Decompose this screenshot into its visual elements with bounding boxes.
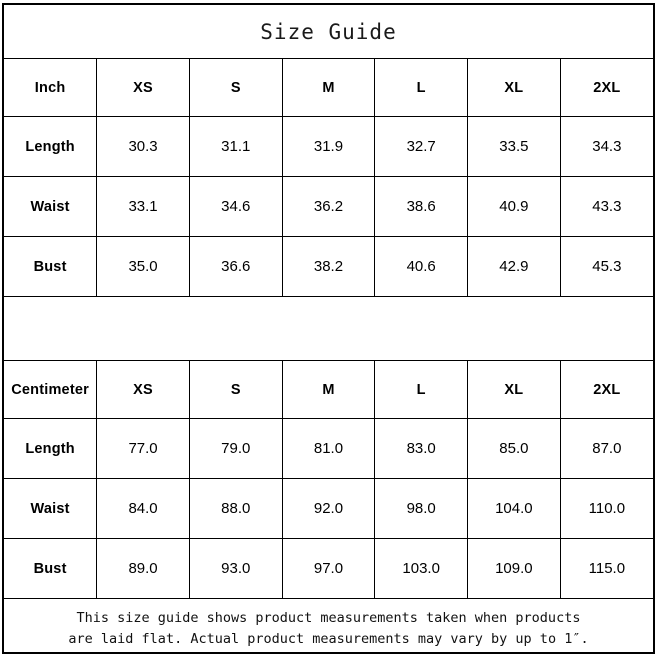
inch-waist-s: 34.6 <box>188 176 283 237</box>
inch-length-xs: 30.3 <box>96 116 190 177</box>
inch-bust-xs: 35.0 <box>96 236 190 297</box>
inch-length-s: 31.1 <box>188 116 283 177</box>
centimeter-size-header-xs: XS <box>96 360 190 419</box>
inch-unit-header: Inch <box>4 58 98 117</box>
footer-row: This size guide shows product measuremen… <box>4 598 653 658</box>
centimeter-bust-m: 97.0 <box>281 538 376 599</box>
table-row: Bust 89.0 93.0 97.0 103.0 109.0 115.0 <box>4 538 653 599</box>
centimeter-size-header-s: S <box>188 360 283 419</box>
inch-row-label-waist: Waist <box>4 176 98 237</box>
centimeter-waist-m: 92.0 <box>281 478 376 539</box>
centimeter-unit-header: Centimeter <box>4 360 98 419</box>
inch-waist-l: 38.6 <box>374 176 469 237</box>
table-row: Length 30.3 31.1 31.9 32.7 33.5 34.3 <box>4 116 653 177</box>
centimeter-row-label-bust: Bust <box>4 538 98 599</box>
centimeter-header-row: Centimeter XS S M L XL 2XL <box>4 360 653 419</box>
size-guide-panel: Size Guide Inch XS S M L XL 2XL Length 3… <box>2 3 655 658</box>
centimeter-bust-l: 103.0 <box>374 538 469 599</box>
inch-row-label-length: Length <box>4 116 98 177</box>
footer-note-line-2: are laid flat. Actual product measuremen… <box>68 630 589 647</box>
inch-bust-s: 36.6 <box>188 236 283 297</box>
page-title: Size Guide <box>4 5 653 59</box>
section-spacer <box>4 296 653 361</box>
inch-length-m: 31.9 <box>281 116 376 177</box>
centimeter-row-label-waist: Waist <box>4 478 98 539</box>
table-row: Bust 35.0 36.6 38.2 40.6 42.9 45.3 <box>4 236 653 297</box>
centimeter-bust-2xl: 115.0 <box>559 538 653 599</box>
inch-bust-l: 40.6 <box>374 236 469 297</box>
centimeter-bust-xs: 89.0 <box>96 538 190 599</box>
inch-row-label-bust: Bust <box>4 236 98 297</box>
inch-size-header-m: M <box>281 58 376 117</box>
inch-waist-xl: 40.9 <box>467 176 561 237</box>
centimeter-waist-l: 98.0 <box>374 478 469 539</box>
footer-note-line-1: This size guide shows product measuremen… <box>76 609 581 626</box>
centimeter-length-m: 81.0 <box>281 418 376 479</box>
centimeter-row-label-length: Length <box>4 418 98 479</box>
inch-size-header-s: S <box>188 58 283 117</box>
inch-size-header-xs: XS <box>96 58 190 117</box>
inch-header-row: Inch XS S M L XL 2XL <box>4 58 653 117</box>
centimeter-size-header-m: M <box>281 360 376 419</box>
inch-waist-m: 36.2 <box>281 176 376 237</box>
centimeter-length-xs: 77.0 <box>96 418 190 479</box>
centimeter-length-s: 79.0 <box>188 418 283 479</box>
inch-bust-xl: 42.9 <box>467 236 561 297</box>
title-row: Size Guide <box>4 5 653 59</box>
table-row: Waist 84.0 88.0 92.0 98.0 104.0 110.0 <box>4 478 653 539</box>
centimeter-bust-s: 93.0 <box>188 538 283 599</box>
inch-length-l: 32.7 <box>374 116 469 177</box>
centimeter-waist-xl: 104.0 <box>467 478 561 539</box>
centimeter-length-l: 83.0 <box>374 418 469 479</box>
inch-size-header-2xl: 2XL <box>559 58 653 117</box>
centimeter-size-header-l: L <box>374 360 469 419</box>
centimeter-waist-xs: 84.0 <box>96 478 190 539</box>
centimeter-waist-s: 88.0 <box>188 478 283 539</box>
table-row: Length 77.0 79.0 81.0 83.0 85.0 87.0 <box>4 418 653 479</box>
footer-note: This size guide shows product measuremen… <box>4 598 653 658</box>
inch-bust-m: 38.2 <box>281 236 376 297</box>
centimeter-length-2xl: 87.0 <box>559 418 653 479</box>
inch-size-header-l: L <box>374 58 469 117</box>
inch-length-xl: 33.5 <box>467 116 561 177</box>
inch-bust-2xl: 45.3 <box>559 236 653 297</box>
section-spacer-row <box>4 296 653 361</box>
centimeter-size-header-xl: XL <box>467 360 561 419</box>
inch-waist-2xl: 43.3 <box>559 176 653 237</box>
size-guide-table: Size Guide Inch XS S M L XL 2XL Length 3… <box>4 5 653 658</box>
table-row: Waist 33.1 34.6 36.2 38.6 40.9 43.3 <box>4 176 653 237</box>
centimeter-length-xl: 85.0 <box>467 418 561 479</box>
inch-waist-xs: 33.1 <box>96 176 190 237</box>
inch-size-header-xl: XL <box>467 58 561 117</box>
centimeter-bust-xl: 109.0 <box>467 538 561 599</box>
inch-length-2xl: 34.3 <box>559 116 653 177</box>
centimeter-waist-2xl: 110.0 <box>559 478 653 539</box>
centimeter-size-header-2xl: 2XL <box>559 360 653 419</box>
